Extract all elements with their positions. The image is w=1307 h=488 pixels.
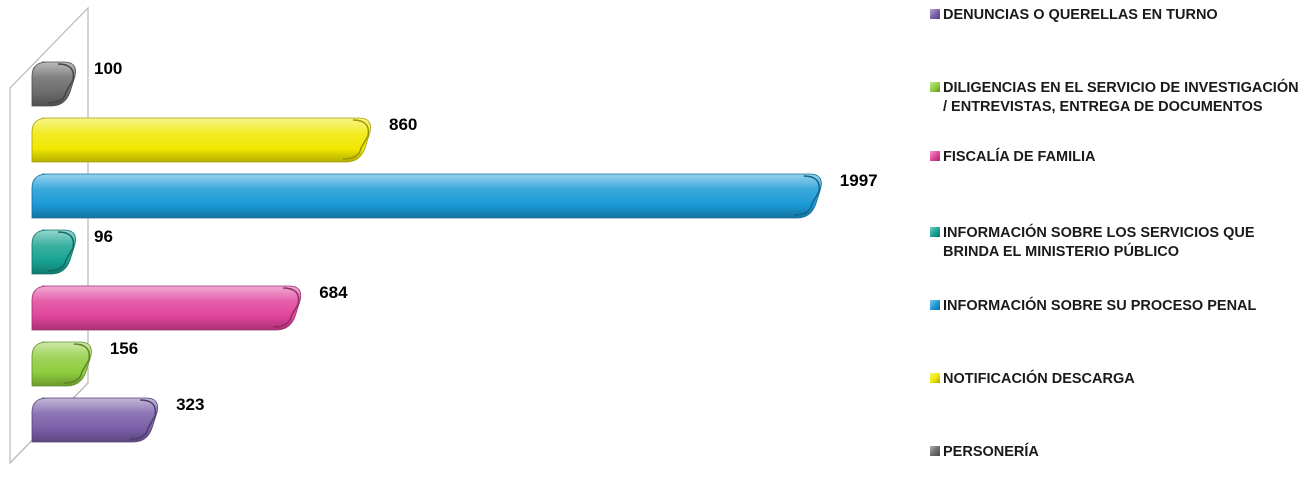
legend-label-7: PERSONERÍA bbox=[943, 444, 1039, 460]
value-label-3: 684 bbox=[319, 283, 348, 302]
value-label-7: 100 bbox=[94, 59, 122, 78]
legend: DENUNCIAS O QUERELLAS EN TURNO DILIGENCIA… bbox=[930, 0, 1307, 488]
legend-item-2: DILIGENCIAS EN EL SERVICIO DE INVESTIGAC… bbox=[930, 79, 1302, 117]
value-label-1: 323 bbox=[176, 395, 204, 414]
legend-label-5: INFORMACIÓN SOBRE SU PROCESO PENAL bbox=[943, 298, 1257, 314]
bar-6 bbox=[31, 117, 371, 163]
legend-item-6: NOTIFICACIÓN DESCARGA bbox=[930, 370, 1302, 389]
chart-plot-area: 323 156 684 96 1997 860 100 bbox=[9, 6, 878, 465]
bar-2 bbox=[31, 341, 92, 387]
value-label-4: 96 bbox=[94, 227, 113, 246]
bar-end-cap-3 bbox=[273, 287, 300, 328]
bar-end-cap-4 bbox=[47, 231, 75, 272]
bar-7 bbox=[31, 61, 76, 107]
legend-item-1: DENUNCIAS O QUERELLAS EN TURNO bbox=[930, 6, 1302, 25]
legend-item-3: FISCALÍA DE FAMILIA bbox=[930, 148, 1302, 167]
bars-layer bbox=[31, 61, 822, 443]
value-label-5: 1997 bbox=[840, 171, 878, 190]
legend-label-6: NOTIFICACIÓN DESCARGA bbox=[943, 371, 1135, 387]
bar-1 bbox=[31, 397, 158, 443]
legend-swatch-4 bbox=[930, 227, 940, 237]
legend-label-2: DILIGENCIAS EN EL SERVICIO DE INVESTIGAC… bbox=[943, 80, 1299, 115]
bar-end-cap-7 bbox=[47, 63, 75, 104]
bar-5 bbox=[31, 173, 822, 219]
legend-label-4: INFORMACIÓN SOBRE LOS SERVICIOS QUE BRIN… bbox=[943, 225, 1255, 260]
value-label-6: 860 bbox=[389, 115, 417, 134]
bar-end-cap-6 bbox=[342, 119, 370, 160]
legend-swatch-1 bbox=[930, 9, 940, 19]
value-label-2: 156 bbox=[110, 339, 138, 358]
legend-item-7: PERSONERÍA bbox=[930, 443, 1302, 462]
bar-4 bbox=[31, 229, 76, 275]
value-labels-layer: 323 156 684 96 1997 860 100 bbox=[94, 59, 878, 414]
legend-item-5: INFORMACIÓN SOBRE SU PROCESO PENAL bbox=[930, 297, 1302, 316]
legend-swatch-3 bbox=[930, 151, 940, 161]
bar-3 bbox=[31, 285, 302, 331]
legend-label-3: FISCALÍA DE FAMILIA bbox=[943, 149, 1096, 165]
legend-swatch-5 bbox=[930, 300, 940, 310]
bar-end-cap-2 bbox=[63, 343, 91, 384]
legend-swatch-7 bbox=[930, 446, 940, 456]
legend-swatch-6 bbox=[930, 373, 940, 383]
legend-swatch-2 bbox=[930, 82, 940, 92]
bar-end-cap-5 bbox=[793, 175, 820, 216]
legend-item-4: INFORMACIÓN SOBRE LOS SERVICIOS QUE BRIN… bbox=[930, 224, 1302, 262]
legend-label-1: DENUNCIAS O QUERELLAS EN TURNO bbox=[943, 7, 1218, 23]
bar-end-cap-1 bbox=[130, 399, 157, 440]
